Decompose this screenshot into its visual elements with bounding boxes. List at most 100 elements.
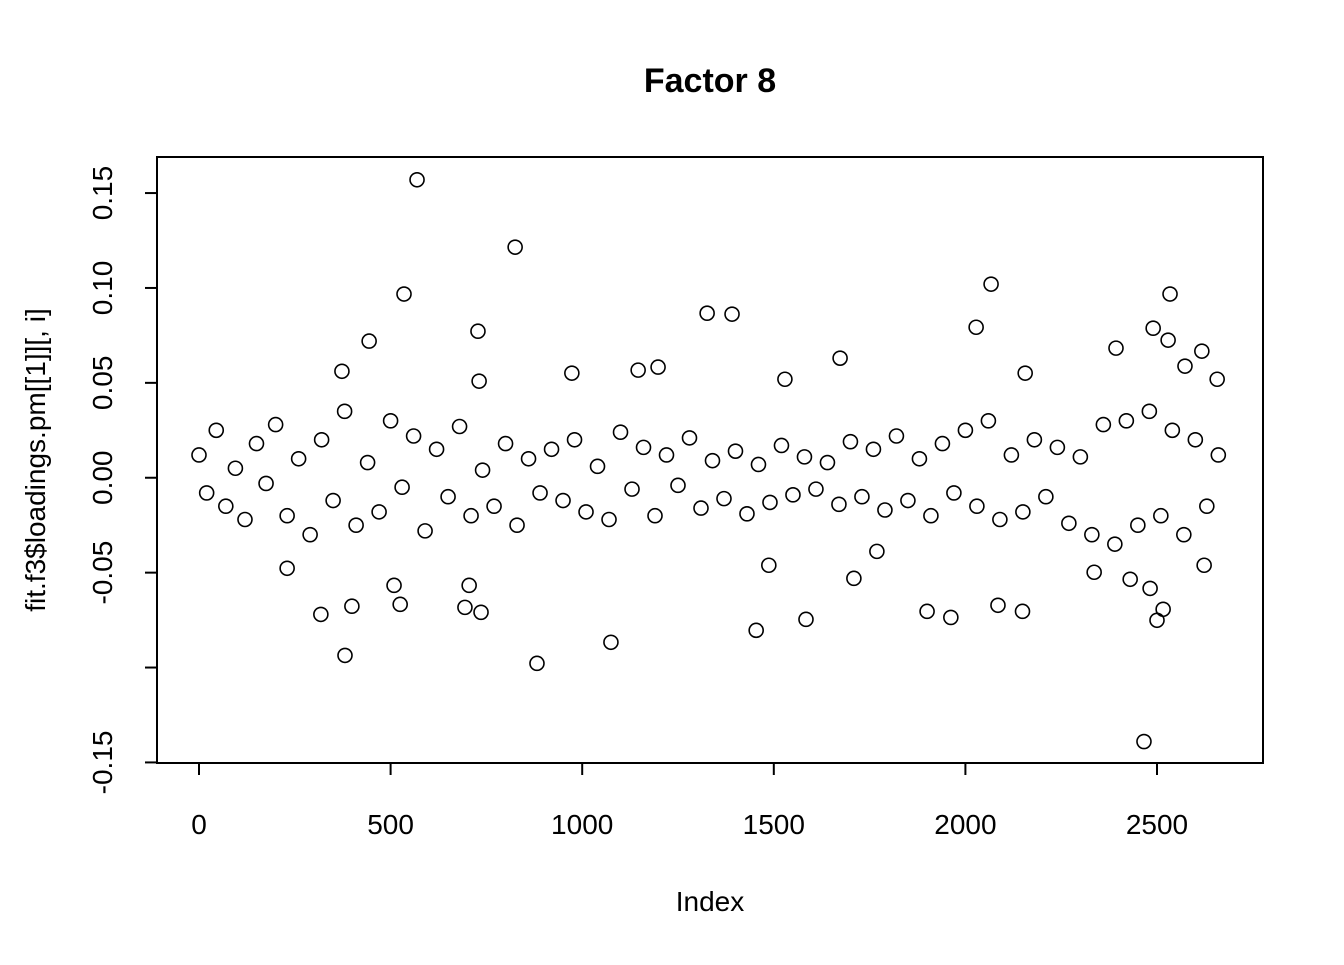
point	[1108, 340, 1124, 356]
point	[1017, 365, 1033, 381]
point	[919, 603, 935, 620]
point	[191, 447, 207, 463]
y-tick-label: -0.05	[87, 541, 118, 605]
point	[983, 276, 999, 292]
point	[1176, 526, 1192, 543]
x-tick-label: 500	[367, 809, 414, 840]
x-tick-label: 0	[191, 809, 207, 840]
point	[486, 498, 502, 515]
point	[566, 431, 583, 448]
point	[451, 418, 468, 435]
point	[1086, 564, 1102, 581]
point	[428, 441, 445, 458]
point	[724, 306, 740, 322]
point	[359, 454, 376, 471]
point	[1155, 601, 1171, 618]
point	[877, 502, 893, 518]
point	[727, 443, 744, 459]
point	[473, 604, 489, 621]
point	[1003, 447, 1020, 463]
point	[704, 452, 721, 469]
point	[218, 498, 234, 515]
point	[796, 449, 813, 465]
point	[900, 492, 916, 509]
point	[497, 435, 514, 452]
point	[842, 433, 859, 450]
point	[248, 435, 265, 452]
point	[658, 447, 675, 463]
point	[507, 239, 523, 255]
point	[1142, 580, 1158, 597]
point	[1038, 488, 1054, 505]
point	[1015, 504, 1031, 520]
point	[1160, 332, 1176, 348]
point	[471, 373, 487, 389]
point	[630, 362, 646, 378]
point	[578, 504, 594, 520]
point	[601, 511, 617, 528]
point	[990, 597, 1006, 614]
point	[1072, 449, 1089, 465]
point	[1141, 403, 1158, 420]
point	[1061, 515, 1077, 532]
point	[1196, 557, 1212, 574]
point	[1145, 320, 1161, 336]
point	[361, 333, 377, 349]
point	[624, 481, 640, 497]
point	[394, 479, 410, 496]
point	[946, 485, 962, 501]
point	[748, 622, 764, 639]
x-axis-label: Index	[676, 886, 745, 917]
point	[865, 441, 882, 458]
x-tick-label: 1000	[551, 809, 613, 840]
point	[396, 286, 412, 302]
y-tick-label: 0.15	[87, 166, 118, 221]
point	[313, 431, 330, 448]
point	[1164, 422, 1181, 439]
y-tick-label: 0.00	[87, 450, 118, 505]
point	[1153, 507, 1169, 524]
point	[869, 543, 885, 560]
point	[336, 403, 353, 420]
point	[417, 523, 433, 539]
point	[777, 371, 793, 388]
point	[237, 511, 253, 528]
point	[532, 485, 548, 501]
point	[392, 596, 408, 613]
point	[934, 435, 951, 452]
point	[344, 598, 360, 615]
point	[470, 323, 486, 340]
point	[279, 560, 295, 577]
point	[290, 450, 307, 467]
point	[267, 416, 284, 433]
point	[313, 606, 329, 623]
x-tick-label: 2000	[934, 809, 996, 840]
point	[992, 511, 1008, 528]
point	[529, 655, 545, 672]
point	[1210, 447, 1227, 463]
point	[1014, 603, 1031, 620]
point	[258, 475, 274, 492]
point	[386, 577, 402, 594]
point	[279, 507, 295, 524]
point	[911, 450, 928, 467]
point	[798, 611, 814, 628]
point	[957, 422, 974, 439]
point	[543, 441, 560, 458]
point	[1194, 343, 1210, 359]
point	[564, 365, 580, 381]
point	[716, 490, 732, 507]
point	[888, 428, 905, 444]
y-tick-label: 0.05	[87, 356, 118, 411]
y-axis-label: fit.f3$loadings.pm[[1]][, i]	[20, 308, 51, 612]
point	[337, 647, 353, 664]
point	[670, 477, 686, 494]
point	[1130, 517, 1146, 533]
point	[831, 496, 847, 513]
plot-frame	[156, 156, 1264, 764]
x-tick-label: 2500	[1126, 809, 1188, 840]
point	[382, 413, 399, 429]
point	[699, 305, 715, 321]
